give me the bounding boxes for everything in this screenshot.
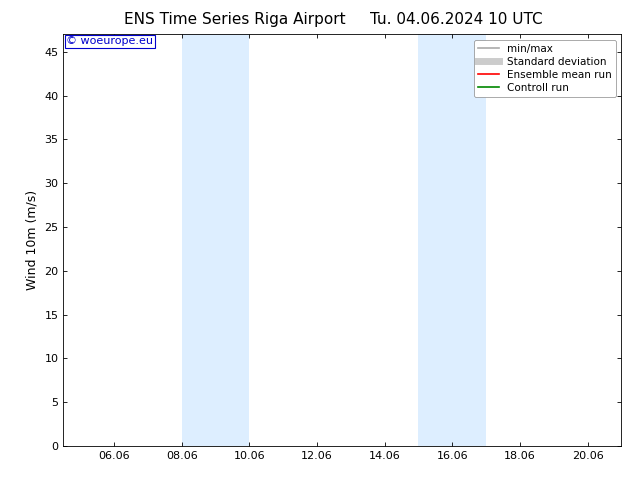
Bar [418, 34, 452, 446]
Bar [182, 34, 216, 446]
Y-axis label: Wind 10m (m/s): Wind 10m (m/s) [26, 190, 39, 290]
Text: Tu. 04.06.2024 10 UTC: Tu. 04.06.2024 10 UTC [370, 12, 543, 27]
Bar [452, 34, 486, 446]
Legend: min/max, Standard deviation, Ensemble mean run, Controll run: min/max, Standard deviation, Ensemble me… [474, 40, 616, 97]
Text: ENS Time Series Riga Airport: ENS Time Series Riga Airport [124, 12, 346, 27]
Bar [216, 34, 249, 446]
Text: © woeurope.eu: © woeurope.eu [66, 36, 153, 47]
